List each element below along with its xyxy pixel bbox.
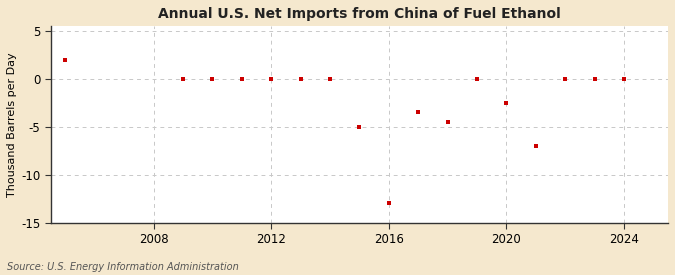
Point [354, 125, 364, 129]
Point [60, 57, 71, 62]
Point [560, 77, 570, 81]
Point [295, 77, 306, 81]
Y-axis label: Thousand Barrels per Day: Thousand Barrels per Day [7, 52, 17, 197]
Point [207, 77, 218, 81]
Point [501, 101, 512, 105]
Point [383, 201, 394, 206]
Point [531, 144, 541, 148]
Point [266, 77, 277, 81]
Point [413, 110, 424, 115]
Text: Source: U.S. Energy Information Administration: Source: U.S. Energy Information Administ… [7, 262, 238, 272]
Point [442, 120, 453, 124]
Point [178, 77, 188, 81]
Point [618, 77, 629, 81]
Title: Annual U.S. Net Imports from China of Fuel Ethanol: Annual U.S. Net Imports from China of Fu… [158, 7, 561, 21]
Point [589, 77, 600, 81]
Point [325, 77, 335, 81]
Point [472, 77, 483, 81]
Point [236, 77, 247, 81]
